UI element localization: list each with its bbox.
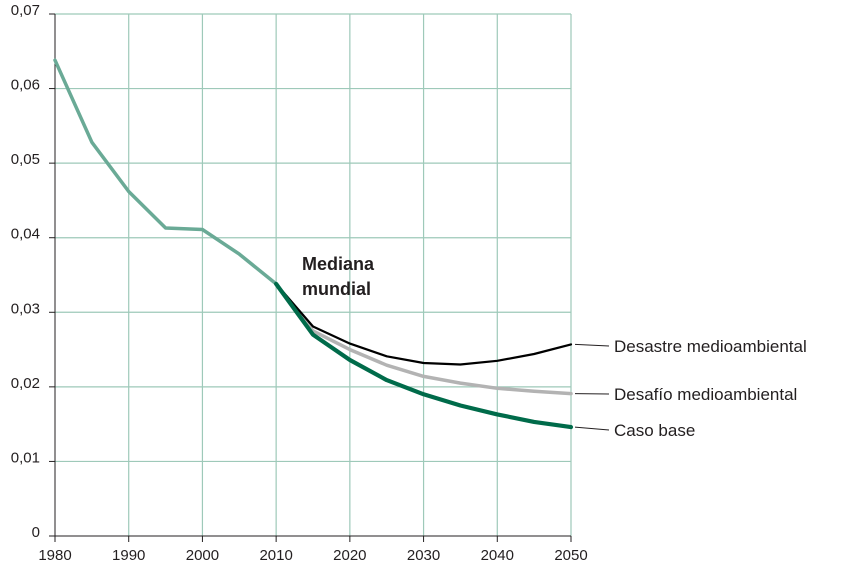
series-label-desastre: Desastre medioambiental [614, 337, 807, 356]
x-tick-label: 1990 [112, 547, 145, 564]
axes: 0 0,01 0,02 0,03 0,04 0,05 0,06 0,07 1980 1990 200… [11, 2, 588, 564]
series-labels: Desastre medioambiental Desafío medioambi… [574, 337, 807, 440]
series-line-caso-base [274, 281, 574, 430]
y-tick-label: 0,05 [11, 151, 40, 168]
series-line-desastre [275, 282, 573, 366]
series-label-desafio: Desafío medioambiental [614, 385, 797, 404]
series-label-caso-base: Caso base [614, 421, 695, 440]
series-line-desafio [274, 282, 573, 396]
series-line-historical [53, 58, 278, 286]
y-tick-label: 0,02 [11, 375, 40, 392]
annotation-median: Mediana mundial [302, 254, 375, 299]
x-tick-label: 2050 [554, 547, 587, 564]
y-tick-label: 0,03 [11, 300, 40, 317]
annotation-line-1: Mediana [302, 254, 375, 274]
annotation-line-2: mundial [302, 279, 371, 299]
x-tick-label: 1980 [38, 547, 71, 564]
leader-line-desastre [574, 343, 610, 347]
y-tick-label: 0,04 [11, 226, 40, 243]
grid [55, 13, 572, 536]
x-tick-label: 2020 [333, 547, 366, 564]
series-lines [53, 58, 574, 430]
x-tick-label: 2040 [481, 547, 514, 564]
y-tick-label: 0,06 [11, 77, 40, 94]
x-tick-label: 2000 [186, 547, 219, 564]
x-tick-label: 2010 [259, 547, 292, 564]
y-tick-label: 0,01 [11, 449, 40, 466]
x-tick-label: 2030 [407, 547, 440, 564]
leader-line-caso-base [574, 426, 610, 431]
y-tick-label: 0,07 [11, 2, 40, 19]
y-tick-label: 0 [32, 524, 40, 541]
